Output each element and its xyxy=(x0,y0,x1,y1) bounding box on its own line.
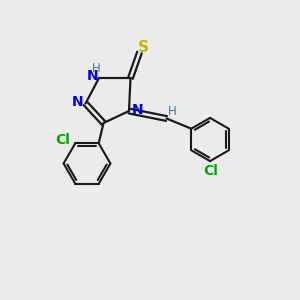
Text: H: H xyxy=(167,105,176,119)
Text: Cl: Cl xyxy=(203,164,218,178)
Text: N: N xyxy=(71,95,83,109)
Text: S: S xyxy=(138,40,148,55)
Text: N: N xyxy=(87,70,98,83)
Text: H: H xyxy=(92,62,100,75)
Text: N: N xyxy=(132,103,143,116)
Text: Cl: Cl xyxy=(55,133,70,147)
